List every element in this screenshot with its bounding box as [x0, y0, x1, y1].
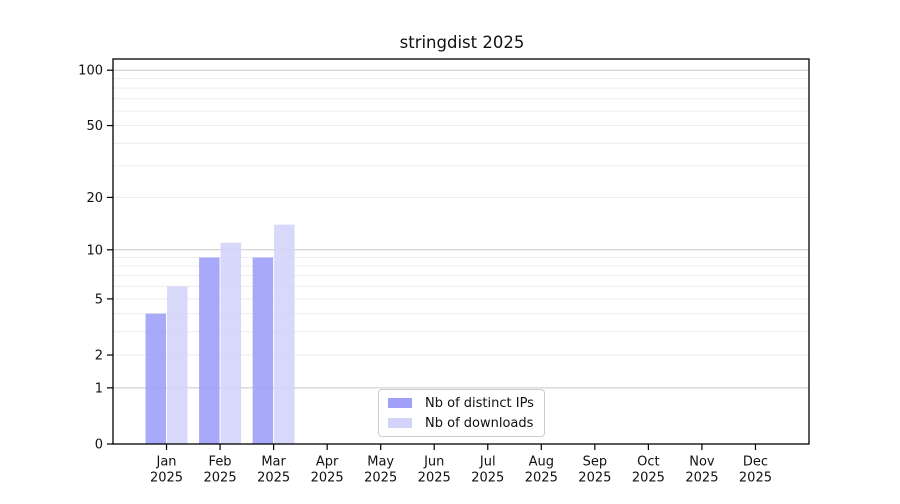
x-tick-label-year: 2025	[525, 471, 558, 486]
x-tick-label-year: 2025	[685, 471, 718, 486]
bar-s1-jan	[167, 286, 188, 444]
legend-item-distinct-ips: Nb of distinct IPs	[388, 393, 544, 413]
y-tick-label: 10	[86, 243, 103, 258]
x-tick-label-year: 2025	[418, 471, 451, 486]
chart-title: stringdist 2025	[400, 33, 525, 52]
x-tick-label-year: 2025	[632, 471, 665, 486]
y-tick-label: 50	[86, 119, 103, 134]
x-tick-label-month: Sep	[583, 455, 608, 470]
x-tick-label-year: 2025	[739, 471, 772, 486]
legend-swatch-downloads	[388, 418, 412, 428]
x-tick-label-year: 2025	[578, 471, 611, 486]
x-tick-label-month: Mar	[261, 455, 286, 470]
x-tick-label-year: 2025	[364, 471, 397, 486]
x-tick-label-year: 2025	[257, 471, 290, 486]
bar-s0-jan	[145, 313, 167, 444]
x-tick-label-month: Dec	[743, 455, 768, 470]
x-tick-label-year: 2025	[471, 471, 504, 486]
y-tick-label: 1	[95, 381, 103, 396]
x-tick-label-year: 2025	[204, 471, 237, 486]
x-tick-label-month: Oct	[637, 455, 659, 470]
x-tick-label-month: Apr	[316, 455, 339, 470]
x-tick-label-month: Jul	[479, 455, 496, 470]
y-tick-label: 20	[86, 191, 103, 206]
bar-s1-mar	[274, 224, 295, 444]
y-tick-label: 2	[95, 349, 103, 364]
x-tick-label-month: Jun	[423, 455, 444, 470]
x-tick-label-year: 2025	[311, 471, 344, 486]
x-tick-label-month: Aug	[529, 455, 554, 470]
bar-s0-feb	[199, 257, 220, 444]
x-tick-label-year: 2025	[150, 471, 183, 486]
bar-s0-mar	[252, 257, 274, 444]
x-tick-label-month: May	[367, 455, 394, 470]
y-tick-label: 0	[95, 438, 103, 453]
y-tick-label: 5	[95, 292, 103, 307]
legend: Nb of distinct IPs Nb of downloads	[378, 389, 545, 437]
legend-label-downloads: Nb of downloads	[425, 415, 534, 431]
legend-swatch-distinct-ips	[388, 398, 412, 408]
x-tick-label-month: Feb	[209, 455, 232, 470]
bar-s1-feb	[220, 242, 242, 444]
x-tick-label-month: Jan	[156, 455, 177, 470]
legend-label-distinct-ips: Nb of distinct IPs	[425, 395, 534, 411]
x-tick-label-month: Nov	[689, 455, 715, 470]
legend-item-downloads: Nb of downloads	[388, 413, 544, 433]
y-tick-label: 100	[78, 64, 103, 79]
plot-frame	[112, 58, 810, 445]
